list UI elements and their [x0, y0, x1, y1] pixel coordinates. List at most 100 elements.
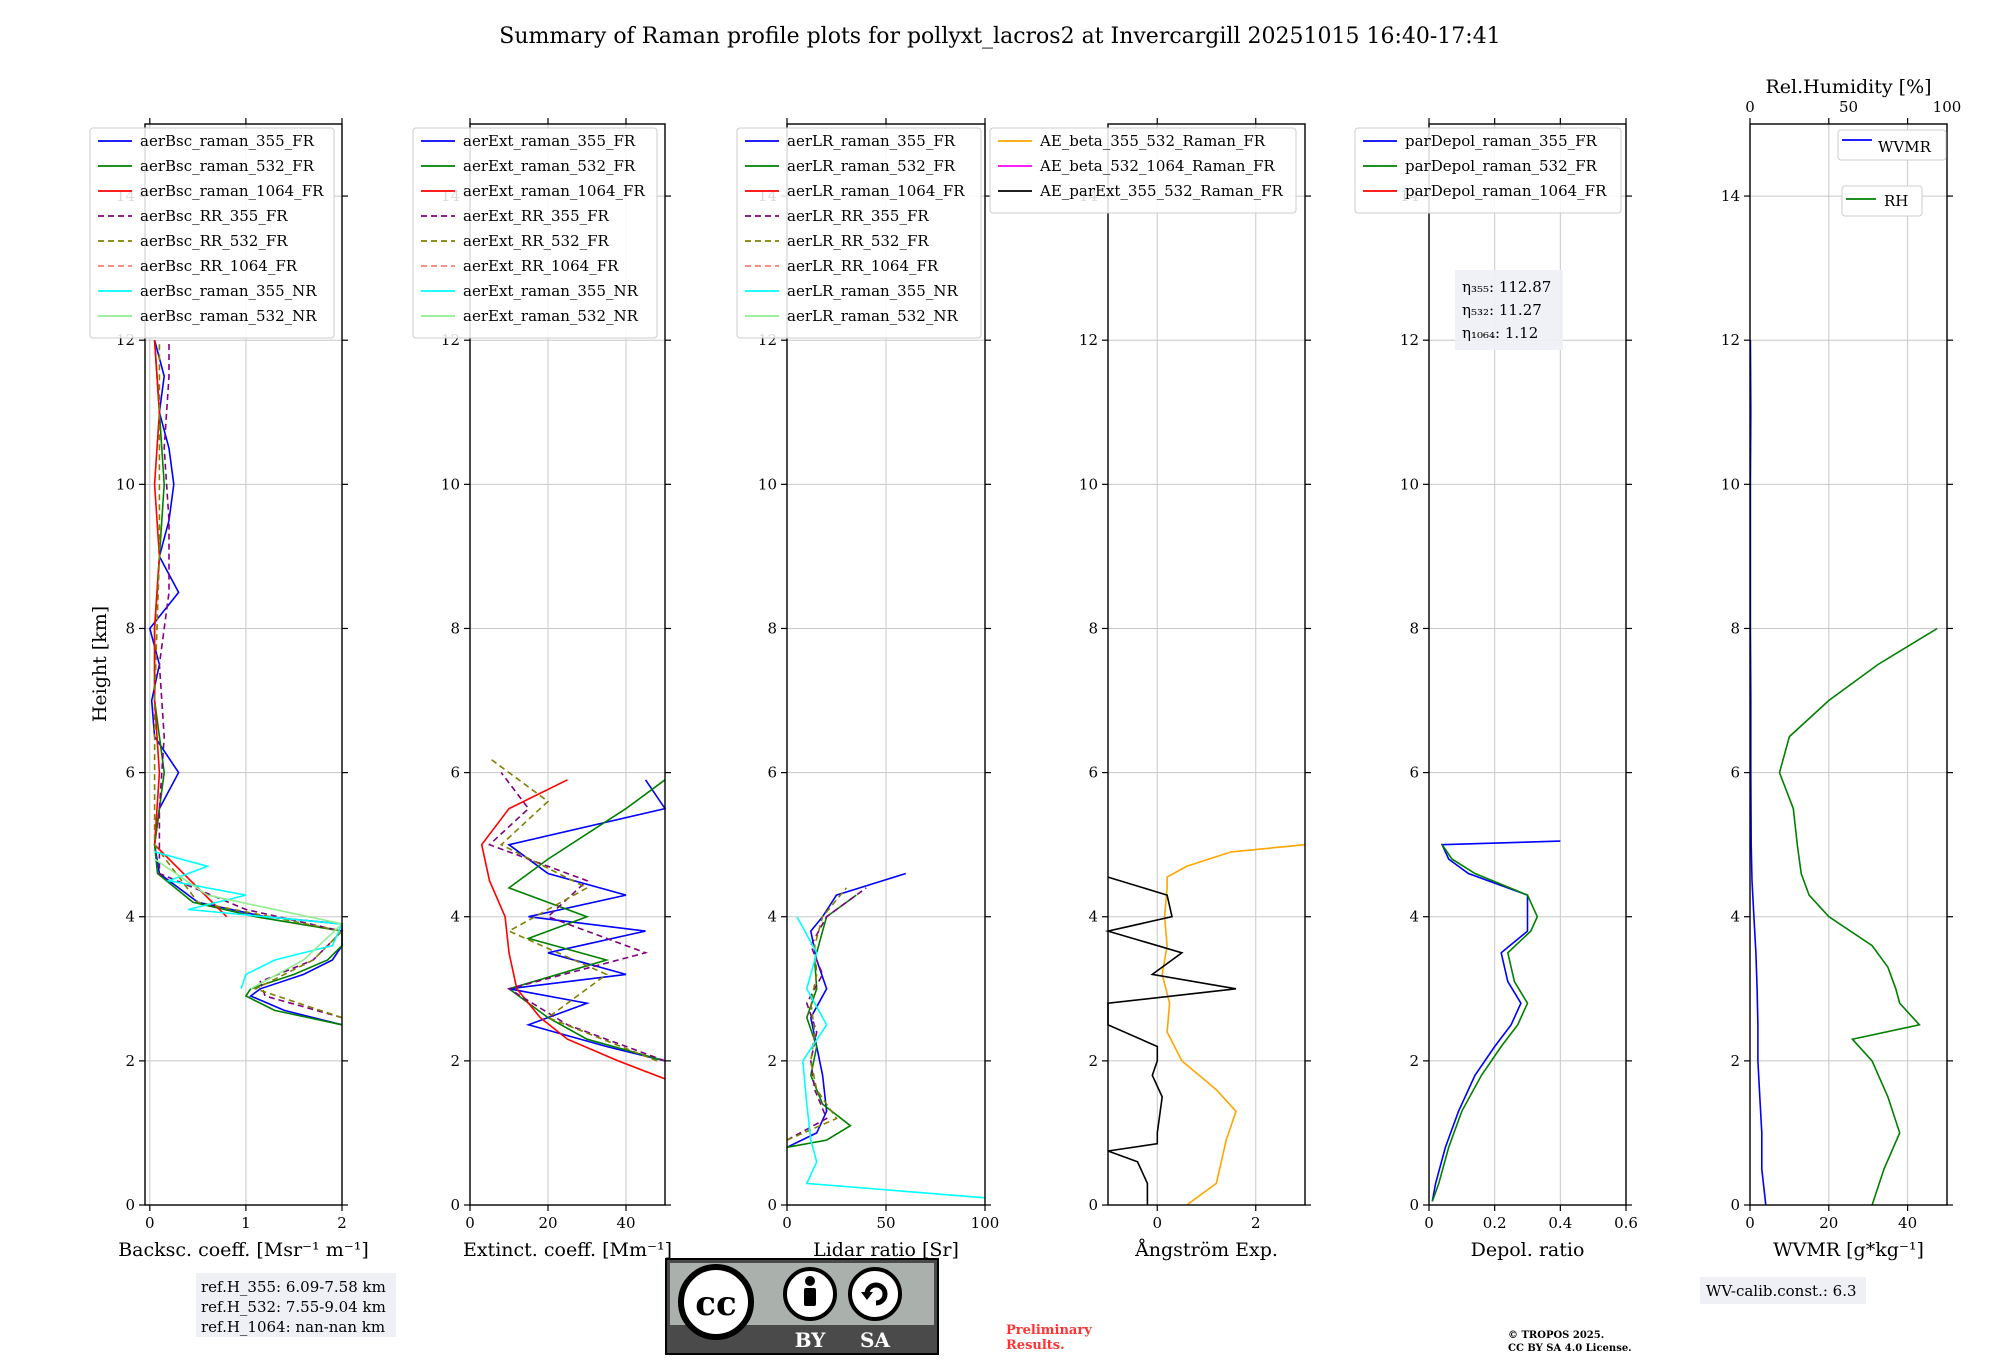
series-RH: [1778, 627, 1938, 1206]
ref-height-532: ref.H_532: 7.55-9.04 km: [201, 1298, 386, 1316]
preliminary-line-2: Results.: [1006, 1338, 1065, 1353]
copyright-notice: © TROPOS 2025. CC BY SA 4.0 License.: [1508, 1330, 1632, 1354]
eta-box: η₃₅₅: 112.87 η₅₃₂: 11.27 η₁₀₆₄: 1.12: [1455, 270, 1563, 350]
y-tick-label: 12: [1400, 331, 1419, 349]
legend: aerLR_raman_355_FR aerLR_raman_532_FR aerL…: [736, 127, 982, 339]
x-axis-label: Ångström Exp.: [1134, 1239, 1278, 1261]
series-aerExt_raman_532_FR: [507, 779, 666, 1062]
plot-frame: [1749, 123, 1948, 1206]
x-tick-label: 0: [1152, 1214, 1162, 1232]
legend-entry: aerExt_raman_1064_FR: [463, 182, 645, 200]
legend: aerExt_raman_355_FR aerExt_raman_532_FRae…: [412, 127, 658, 339]
cc-by-sa-icon: cc BY SA: [665, 1258, 939, 1355]
legend-entry: aerBsc_RR_355_FR: [140, 207, 288, 225]
legend-box: [989, 127, 1297, 214]
legend-entry: aerBsc_raman_532_FR: [140, 157, 315, 175]
legend: parDepol_raman_355_FR parDepol_raman_532_…: [1354, 127, 1622, 214]
legend-entry: aerBsc_RR_532_FR: [140, 232, 288, 250]
x-tick-label: 0.2: [1483, 1214, 1507, 1232]
legend-entry: aerLR_RR_355_FR: [787, 207, 929, 225]
y-tick-label: 10: [1721, 475, 1740, 493]
series-aerBsc_raman_532_FR: [153, 340, 343, 1026]
wv-calib-const: WV-calib.const.: 6.3: [1706, 1282, 1857, 1300]
legend-entry: parDepol_raman_532_FR: [1405, 157, 1598, 175]
legend-entry: aerLR_raman_1064_FR: [787, 182, 965, 200]
y-tick-label: 4: [767, 908, 777, 926]
x-tick-label: 0.4: [1548, 1214, 1572, 1232]
x-tick-label: 0: [145, 1214, 155, 1232]
series-aerExt_raman_1064_FR: [480, 779, 666, 1080]
y-tick-label: 2: [767, 1052, 777, 1070]
legend-entry: aerExt_RR_1064_FR: [463, 257, 619, 275]
y-tick-label: 8: [1730, 619, 1740, 637]
x-tick-label: 50: [876, 1214, 895, 1232]
y-tick-label: 8: [125, 619, 135, 637]
x-tick-label: 2: [337, 1214, 347, 1232]
legend-entry: parDepol_raman_1064_FR: [1405, 182, 1607, 200]
preliminary-line-1: Preliminary: [1006, 1323, 1092, 1338]
ref-height-1064: ref.H_1064: nan-nan km: [201, 1318, 385, 1336]
legend-entry: AE_beta_532_1064_Raman_FR: [1039, 157, 1275, 175]
legend-box: [89, 127, 335, 339]
series-AE_beta_355_532_Raman_FR: [1161, 843, 1306, 1206]
y-tick-label: 6: [1409, 764, 1419, 782]
y-tick-label: 4: [125, 908, 135, 926]
legend-entry: AE_beta_355_532_Raman_FR: [1039, 132, 1266, 150]
cc-sa-label: SA: [860, 1328, 890, 1352]
y-tick-label: 4: [1409, 908, 1419, 926]
series-aerLR_raman_355_NR: [796, 916, 986, 1199]
panel-bsc: 02468101214012Backsc. coeff. [Msr⁻¹ m⁻¹]…: [89, 118, 369, 1261]
legend-entry: RH: [1884, 192, 1908, 210]
x2-tick-label: 100: [1933, 98, 1962, 116]
plot-frame: [144, 123, 343, 1206]
legend-entry: aerBsc_raman_355_FR: [140, 132, 315, 150]
y-tick-label: 8: [767, 619, 777, 637]
legend-entry: aerLR_raman_532_FR: [787, 157, 956, 175]
y-tick-label: 10: [758, 475, 777, 493]
wv-calib-box: WV-calib.const.: 6.3: [1700, 1277, 1866, 1304]
legend-entry: aerLR_raman_532_NR: [787, 307, 958, 325]
legend-entry: aerLR_RR_1064_FR: [787, 257, 939, 275]
legend-wvmr: WVMR: [1837, 129, 1947, 161]
plot-frame: [1107, 123, 1306, 1206]
series-aerExt_RR_532_FR: [489, 757, 658, 1062]
series-aerLR_RR_355_FR: [786, 887, 867, 1141]
x-tick-label: 20: [1819, 1214, 1838, 1232]
legend-entry: parDepol_raman_355_FR: [1405, 132, 1598, 150]
y-tick-label: 8: [450, 619, 460, 637]
x-axis-label: Backsc. coeff. [Msr⁻¹ m⁻¹]: [118, 1239, 369, 1261]
y-tick-label: 10: [116, 475, 135, 493]
legend-entry: aerExt_raman_532_FR: [463, 157, 636, 175]
x-tick-label: 0: [465, 1214, 475, 1232]
plot-frame: [469, 123, 666, 1206]
x2-axis-label: Rel.Humidity [%]: [1765, 76, 1931, 98]
series-parDepol_raman_532_FR: [1431, 844, 1539, 1202]
y-tick-label: 14: [1721, 187, 1740, 205]
x-tick-label: 40: [616, 1214, 635, 1232]
legend-box: [1354, 127, 1622, 214]
y-tick-label: 2: [125, 1052, 135, 1070]
y-tick-label: 0: [125, 1196, 135, 1214]
panel-ext: 0246810121402040Extinct. coeff. [Mm⁻¹]ae…: [412, 118, 672, 1261]
y-tick-label: 10: [1400, 475, 1419, 493]
legend-entry: aerExt_RR_355_FR: [463, 207, 610, 225]
legend-rh: RH: [1841, 185, 1923, 217]
y-tick-label: 0: [450, 1196, 460, 1214]
y-tick-label: 6: [1088, 764, 1098, 782]
legend: aerBsc_raman_355_FR aerBsc_raman_532_FRae…: [89, 127, 335, 339]
series-aerExt_RR_355_FR: [487, 772, 666, 1062]
legend-entry: WVMR: [1878, 138, 1932, 156]
legend-entry: aerBsc_RR_1064_FR: [140, 257, 298, 275]
x-axis-label: WVMR [g*kg⁻¹]: [1773, 1239, 1924, 1261]
y-tick-label: 6: [450, 764, 460, 782]
legend-box: [736, 127, 982, 339]
y-tick-label: 12: [1079, 331, 1098, 349]
x-tick-label: 0: [782, 1214, 792, 1232]
ref-height-355: ref.H_355: 6.09-7.58 km: [201, 1278, 386, 1296]
y-tick-label: 6: [125, 764, 135, 782]
series-aerLR_raman_355_FR: [786, 872, 907, 1149]
series-aerBsc_raman_355_NR: [154, 851, 344, 990]
y-tick-label: 2: [1409, 1052, 1419, 1070]
legend-entry: aerExt_RR_532_FR: [463, 232, 610, 250]
eta-355: η₃₅₅: 112.87: [1462, 278, 1551, 296]
